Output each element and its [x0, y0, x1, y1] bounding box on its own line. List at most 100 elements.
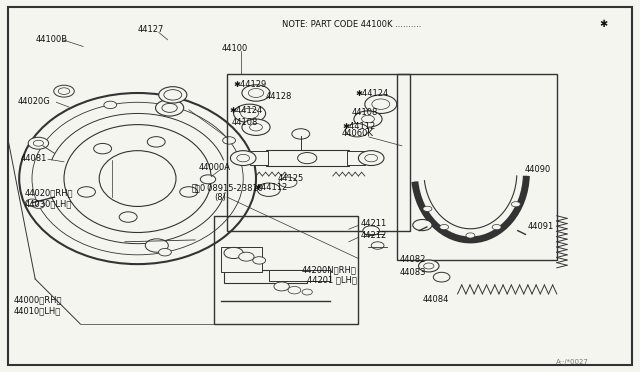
Text: 44060K: 44060K — [342, 129, 374, 138]
Circle shape — [147, 137, 165, 147]
Circle shape — [298, 153, 317, 164]
Text: 44084: 44084 — [422, 295, 449, 304]
Text: 44020G: 44020G — [18, 97, 51, 106]
Text: 44000A: 44000A — [198, 163, 230, 172]
Circle shape — [28, 137, 49, 149]
Circle shape — [242, 119, 270, 135]
Circle shape — [156, 100, 184, 116]
Text: (8): (8) — [214, 193, 227, 202]
Circle shape — [424, 263, 434, 269]
Text: 44091: 44091 — [527, 222, 554, 231]
Circle shape — [365, 154, 378, 162]
Text: 44082: 44082 — [399, 255, 426, 264]
Circle shape — [239, 252, 254, 261]
Circle shape — [413, 219, 432, 231]
Circle shape — [58, 88, 70, 94]
Bar — [347, 151, 365, 165]
Text: 44030〈LH〉: 44030〈LH〉 — [24, 199, 72, 208]
Text: 44200N〈RH〉: 44200N〈RH〉 — [302, 265, 357, 274]
Circle shape — [230, 151, 256, 166]
Text: ⒈0 08915-23810: ⒈0 08915-23810 — [195, 183, 263, 192]
Circle shape — [223, 137, 236, 144]
Circle shape — [302, 289, 312, 295]
Bar — [221, 247, 262, 272]
Bar — [227, 74, 410, 231]
Circle shape — [274, 282, 289, 291]
Text: 44212: 44212 — [361, 231, 387, 240]
Bar — [224, 270, 307, 283]
Circle shape — [253, 257, 266, 264]
Circle shape — [363, 226, 380, 235]
Circle shape — [26, 199, 38, 206]
Circle shape — [419, 260, 439, 272]
Circle shape — [511, 202, 520, 207]
Circle shape — [162, 103, 177, 112]
Text: 44100B: 44100B — [35, 35, 67, 44]
Circle shape — [354, 111, 382, 127]
Circle shape — [32, 201, 45, 208]
Circle shape — [159, 248, 172, 256]
Text: 44201 〈LH〉: 44201 〈LH〉 — [307, 275, 357, 284]
Circle shape — [279, 177, 297, 187]
Text: ✱44112: ✱44112 — [342, 122, 376, 131]
Circle shape — [371, 242, 384, 249]
Text: Ⓢ: Ⓢ — [192, 182, 198, 192]
Text: 44081: 44081 — [20, 154, 47, 163]
Text: 44000〈RH〉: 44000〈RH〉 — [14, 295, 63, 304]
Text: ✱44124: ✱44124 — [355, 89, 388, 98]
Circle shape — [423, 206, 432, 211]
Circle shape — [237, 154, 250, 162]
Circle shape — [200, 175, 216, 184]
Circle shape — [241, 108, 259, 119]
Circle shape — [492, 224, 501, 230]
Text: 44211: 44211 — [361, 219, 387, 228]
Text: 44108: 44108 — [352, 108, 378, 117]
Text: 44125: 44125 — [278, 174, 304, 183]
Text: ✱44129: ✱44129 — [233, 80, 266, 89]
Circle shape — [54, 85, 74, 97]
Circle shape — [119, 212, 137, 222]
Text: ✱44124: ✱44124 — [229, 106, 262, 115]
Circle shape — [365, 95, 397, 113]
Circle shape — [77, 187, 95, 197]
Circle shape — [159, 87, 187, 103]
Text: 44128: 44128 — [266, 92, 292, 101]
Text: 44090: 44090 — [525, 165, 551, 174]
Circle shape — [180, 187, 198, 197]
Circle shape — [257, 183, 280, 196]
Text: 44020〈RH〉: 44020〈RH〉 — [24, 188, 73, 197]
Text: ✱44112: ✱44112 — [254, 183, 287, 192]
Text: 44100: 44100 — [221, 44, 248, 53]
Circle shape — [145, 239, 168, 252]
Text: NOTE: PART CODE 44100K ..........: NOTE: PART CODE 44100K .......... — [282, 20, 421, 29]
Bar — [266, 150, 349, 166]
Circle shape — [33, 140, 44, 146]
Circle shape — [346, 124, 369, 137]
Circle shape — [358, 151, 384, 166]
Circle shape — [250, 124, 262, 131]
Bar — [269, 270, 330, 281]
Circle shape — [433, 272, 450, 282]
Circle shape — [242, 85, 270, 101]
Circle shape — [440, 224, 449, 230]
Circle shape — [362, 115, 374, 123]
Text: 44108: 44108 — [232, 118, 258, 126]
Bar — [397, 74, 557, 260]
Circle shape — [104, 101, 116, 109]
Text: 44127: 44127 — [138, 25, 164, 34]
Circle shape — [248, 89, 264, 97]
Circle shape — [288, 286, 301, 294]
Circle shape — [164, 90, 182, 100]
Circle shape — [466, 233, 475, 238]
Text: ✱: ✱ — [600, 19, 607, 29]
Circle shape — [372, 99, 390, 109]
Text: 44010〈LH〉: 44010〈LH〉 — [14, 306, 61, 315]
Bar — [214, 216, 358, 324]
Text: A··/*0027: A··/*0027 — [556, 359, 589, 365]
Text: 44083: 44083 — [399, 268, 426, 277]
Circle shape — [292, 129, 310, 139]
Circle shape — [93, 144, 111, 154]
Circle shape — [224, 247, 243, 259]
Bar — [250, 151, 268, 165]
Circle shape — [234, 104, 266, 123]
